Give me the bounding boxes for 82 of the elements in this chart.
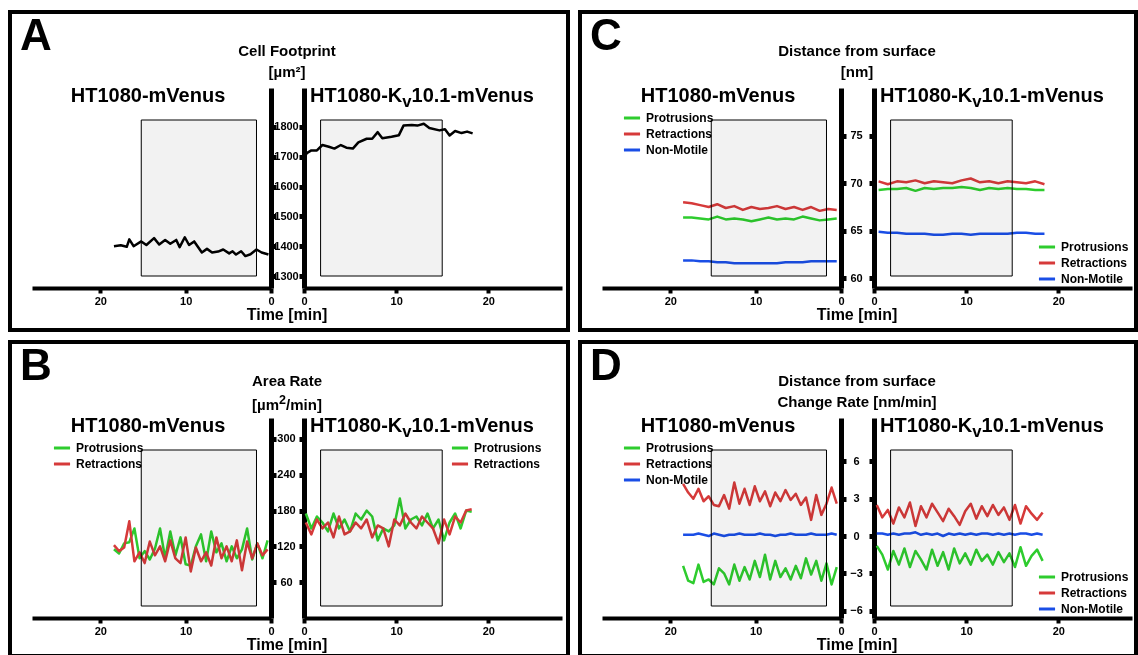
chart-title: HT1080-mVenus	[640, 84, 796, 107]
text: Distance from surface	[778, 42, 936, 59]
legend-label: Non-Motile	[646, 143, 709, 157]
y-tick-label: 240	[277, 468, 296, 481]
legend-label: Protrusions	[76, 441, 144, 455]
y-axis-title: [µm$^{2}$/min]	[252, 393, 322, 413]
x-axis-title: Time [min]	[246, 306, 328, 324]
y-axis-title: [µm²]	[268, 63, 306, 80]
legend-label: Protrusions	[646, 441, 714, 455]
chart-title: HT1080-mVenus	[70, 84, 226, 107]
y-tick-label: 6	[853, 454, 860, 467]
x-tick-label: 0	[838, 294, 845, 307]
line-series	[681, 553, 838, 586]
y-tick-label: 1800	[274, 120, 299, 133]
chart-title: HT1080-mVenus	[640, 414, 796, 437]
x-tick-label: 0	[838, 624, 845, 637]
x-tick-label: 10	[180, 294, 193, 307]
x-tick-label: 10	[750, 624, 763, 637]
x-tick-label: 10	[960, 624, 973, 637]
y-tick-label: 180	[277, 504, 296, 517]
chart-title: HT1080-K$_{v}$10.1-mVenus	[310, 414, 534, 442]
y-tick-label: 1600	[274, 180, 299, 193]
x-axis-title: Time [min]	[816, 636, 898, 654]
y-axis-title: Change Rate [nm/min]	[777, 393, 937, 410]
chart-title: HT1080-mVenus	[70, 414, 226, 437]
y-tick-label: 0	[853, 529, 860, 542]
x-tick-label: 10	[180, 624, 193, 637]
x-tick-label: 0	[871, 294, 878, 307]
x-axis-title: Time [min]	[246, 636, 328, 654]
y-tick-label: 60	[850, 271, 863, 284]
x-tick-label: 0	[301, 294, 308, 307]
legend-label: Protrusions	[646, 111, 714, 125]
y-tick-label: 65	[850, 224, 863, 237]
y-tick-label: −6	[850, 604, 863, 617]
x-tick-label: 20	[94, 294, 107, 307]
y-tick-label: 120	[277, 539, 296, 552]
line-series	[681, 201, 838, 213]
y-tick-label: 1700	[274, 150, 299, 163]
x-tick-label: 10	[960, 294, 973, 307]
text: A	[20, 10, 52, 60]
text: B	[20, 340, 52, 390]
legend-label: Non-Motile	[646, 473, 709, 487]
x-tick-label: 20	[482, 294, 495, 307]
x-tick-label: 0	[301, 624, 308, 637]
y-tick-label: 60	[280, 575, 293, 588]
x-axis-title: Time [min]	[816, 306, 898, 324]
x-tick-label: 20	[94, 624, 107, 637]
y-tick-label: 3	[853, 492, 860, 505]
x-tick-label: 0	[871, 624, 878, 637]
chart-title: HT1080-K$_{v}$10.1-mVenus	[880, 414, 1104, 442]
y-tick-label: 1400	[274, 239, 299, 252]
x-tick-label: 20	[664, 624, 677, 637]
legend-label: Retractions	[1061, 586, 1128, 600]
y-tick-label: 1300	[274, 269, 299, 282]
chart-title: HT1080-K$_{v}$10.1-mVenus	[310, 84, 534, 112]
legend-label: Retractions	[474, 457, 541, 471]
text: C	[590, 10, 622, 60]
legend-label: Protrusions	[1061, 570, 1129, 584]
x-tick-label: 20	[664, 294, 677, 307]
legend-label: Retractions	[1061, 256, 1128, 270]
legend-label: Protrusions	[1061, 240, 1129, 254]
y-tick-label: 1500	[274, 209, 299, 222]
x-tick-label: 20	[1052, 294, 1065, 307]
legend-label: Non-Motile	[1061, 272, 1124, 286]
text: Area Rate	[251, 372, 323, 389]
y-axis-title: [nm]	[840, 63, 874, 80]
y-tick-label: −3	[850, 566, 863, 579]
text: D	[590, 340, 622, 390]
chart-title: HT1080-K$_{v}$10.1-mVenus	[880, 84, 1104, 112]
line-series	[112, 520, 269, 573]
y-tick-label: 70	[850, 176, 863, 189]
legend-label: Protrusions	[474, 441, 542, 455]
y-tick-label: 300	[277, 432, 296, 445]
legend-label: Non-Motile	[1061, 602, 1124, 616]
y-tick-label: 75	[850, 129, 863, 142]
x-tick-label: 10	[390, 294, 403, 307]
x-tick-label: 20	[1052, 624, 1065, 637]
x-tick-label: 10	[750, 294, 763, 307]
text: Cell Footprint	[238, 42, 336, 59]
x-tick-label: 20	[482, 624, 495, 637]
x-tick-label: 10	[390, 624, 403, 637]
text: Distance from surface	[778, 372, 936, 389]
